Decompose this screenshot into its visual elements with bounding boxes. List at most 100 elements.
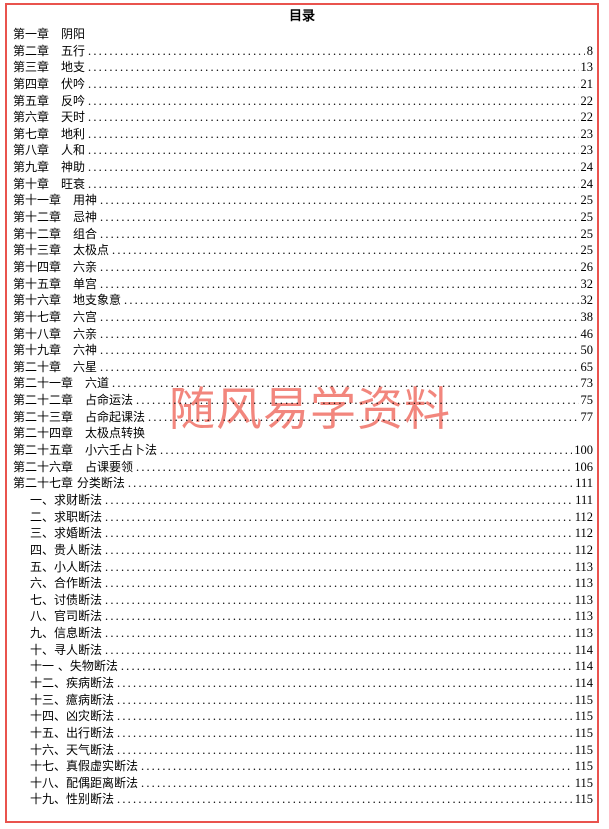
toc-entry: 第十五章 单宫 32 [7,276,597,293]
toc-entry: 第十六章 地支象意 32 [7,292,597,309]
leader-dots [105,575,573,592]
toc-entry: 十一 、失物断法 114 [7,658,597,675]
leader-dots [141,758,573,775]
leader-dots [100,276,578,293]
leader-dots [136,392,578,409]
page-number: 25 [580,226,594,241]
toc-entry: 第十二章 忌神 25 [7,209,597,226]
leader-dots [100,309,578,326]
toc-entry: 十九、性别断法 115 [7,791,597,808]
toc-entry: 六、合作断法 113 [7,575,597,592]
page-number: 115 [574,709,593,724]
toc-entry: 第二十七章 分类断法 111 [7,475,597,492]
toc-entry-label: 十五、出行断法 [30,725,115,740]
leader-dots [105,625,573,642]
leader-dots [88,176,578,193]
leader-dots [117,791,573,808]
toc-entry-label: 十三、癔病断法 [30,692,115,707]
toc-entry: 第二十五章 小六壬占卜法 100 [7,442,597,459]
leader-dots [128,475,573,492]
toc-entry-label: 第二章 五行 [13,43,86,58]
toc-entry: 二、求职断法 112 [7,509,597,526]
toc-entry-label: 第十七章 六宫 [13,309,98,324]
leader-dots [117,692,573,709]
toc-entry-label: 第十三章 太极点 [13,243,110,258]
leader-dots [105,492,573,509]
toc-entry-label: 八、官司断法 [30,609,103,624]
toc-entry: 五、小人断法 113 [7,559,597,576]
toc-entry-label: 六、合作断法 [30,576,103,591]
leader-dots [88,159,578,176]
page-number: 112 [574,542,593,557]
toc-entry-label: 五、小人断法 [30,559,103,574]
page-number: 22 [580,93,594,108]
toc-entry: 第十四章 六亲 26 [7,259,597,276]
page-number: 13 [580,60,594,75]
toc-entry-label: 十八、配偶距离断法 [30,775,139,790]
toc-entry-label: 十六、天气断法 [30,742,115,757]
toc-entry: 第二十章 六星 65 [7,359,597,376]
page-number: 24 [580,160,594,175]
toc-entry-label: 第二十五章 小六壬占卜法 [13,443,158,458]
leader-dots [136,459,572,476]
toc-entry-label: 第十章 旺衰 [13,176,86,191]
toc-entry-label: 第十五章 单宫 [13,276,98,291]
toc-entry-label: 第十九章 六神 [13,343,98,358]
toc-entry: 七、讨债断法 113 [7,592,597,609]
page-number: 38 [580,309,594,324]
toc-entry: 第十三章 太极点 25 [7,242,597,259]
page-number: 46 [580,326,594,341]
page-number: 65 [580,359,594,374]
leader-dots [105,525,573,542]
leader-dots [124,292,578,309]
toc-entry-label: 第二十章 六星 [13,359,98,374]
toc-entry: 第四章 伏吟 21 [7,76,597,93]
toc-entry: 第五章 反吟 22 [7,93,597,110]
toc-entry: 八、官司断法 113 [7,608,597,625]
leader-dots [117,708,573,725]
toc-entry-label: 十四、凶灾断法 [30,709,115,724]
page-number: 106 [574,459,593,474]
toc-entry-label: 一、求财断法 [30,492,103,507]
leader-dots [117,675,573,692]
page-number: 113 [574,626,593,641]
toc-entry-label: 第一章 阴阳 [13,27,86,41]
page-number: 114 [574,659,593,674]
toc-entry: 十五、出行断法 115 [7,725,597,742]
toc-entry-label: 三、求婚断法 [30,526,103,541]
toc-entry: 九、信息断法 113 [7,625,597,642]
toc-entry: 十、寻人断法 114 [7,642,597,659]
toc-entry-label: 第二十三章 占命起课法 [13,409,146,424]
page-number: 115 [574,759,593,774]
leader-dots [88,43,585,60]
toc-entry-label: 第十二章 组合 [13,226,98,241]
leader-dots [100,359,578,376]
toc-entry-label: 九、信息断法 [30,626,103,641]
toc-entry-label: 第八章 人和 [13,143,86,158]
toc-entry-label: 第三章 地支 [13,60,86,75]
leader-dots [121,658,573,675]
toc-entry-label: 第六章 天时 [13,110,86,125]
leader-dots [88,76,578,93]
page-number: 77 [580,409,594,424]
page-number: 113 [574,609,593,624]
toc-entry: 三、求婚断法 112 [7,525,597,542]
toc-entry: 第二十六章 占课要领 106 [7,459,597,476]
toc-entry: 第六章 天时 22 [7,109,597,126]
leader-dots [88,59,578,76]
page-number: 115 [574,792,593,807]
toc-entry-label: 第二十四章 太极点转换 [13,426,146,441]
toc-entry: 第二十一章 六道 73 [7,375,597,392]
toc-entry-label: 十二、疾病断法 [30,675,115,690]
page-number: 73 [580,376,594,391]
leader-dots [100,226,578,243]
toc-entry-label: 第二十二章 占命运法 [13,393,134,408]
toc-entry-label: 第十一章 用神 [13,193,98,208]
page-number: 23 [580,143,594,158]
toc-entry-label: 十一 、失物断法 [30,659,118,674]
toc-entry: 第十七章 六宫 38 [7,309,597,326]
toc-entry: 第一章 阴阳 [7,26,597,43]
toc-entry: 第二章 五行 8 [7,43,597,60]
page-number: 32 [580,293,594,308]
toc-entry-label: 第十六章 地支象意 [13,293,122,308]
